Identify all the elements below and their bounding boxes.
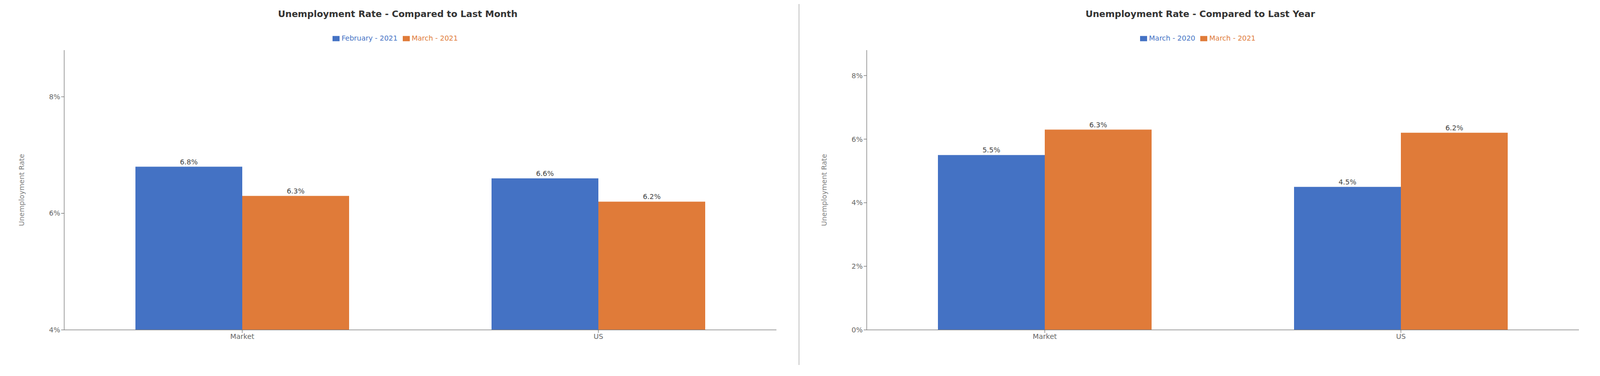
svg-text:6.3%: 6.3%	[286, 187, 305, 196]
svg-text:2%: 2%	[851, 262, 863, 271]
svg-text:4.5%: 4.5%	[1338, 178, 1357, 187]
svg-text:6.8%: 6.8%	[180, 157, 199, 167]
svg-text:US: US	[593, 332, 603, 341]
html-text:Unemployment Rate - Compared t: Unemployment Rate - Compared to Last Yea…	[1085, 8, 1316, 20]
svg-text:Market: Market	[1032, 332, 1058, 341]
svg-text:8%: 8%	[49, 92, 61, 101]
html-text:Unemployment Rate - Compared t: Unemployment Rate - Compared to Last Mon…	[277, 8, 518, 20]
html-text:February - 2021: February - 2021	[341, 34, 398, 43]
svg-text:0%: 0%	[851, 326, 863, 335]
svg-text:6.2%: 6.2%	[1445, 123, 1464, 132]
svg-text:6%: 6%	[851, 135, 863, 144]
html-text:March - 2021: March - 2021	[1209, 34, 1256, 43]
svg-text:4%: 4%	[49, 326, 61, 335]
svg-text:6.3%: 6.3%	[1089, 120, 1108, 129]
svg-text:US: US	[1395, 332, 1406, 341]
svg-text:Unemployment Rate: Unemployment Rate	[820, 153, 829, 227]
svg-text:6.2%: 6.2%	[643, 192, 662, 201]
svg-text:Market: Market	[230, 332, 255, 341]
svg-text:6%: 6%	[49, 209, 61, 218]
svg-text:Unemployment Rate: Unemployment Rate	[17, 153, 26, 227]
html-text:March - 2021: March - 2021	[411, 34, 458, 43]
svg-text:6.6%: 6.6%	[536, 169, 555, 178]
svg-text:5.5%: 5.5%	[982, 145, 1001, 154]
html-text:March - 2020: March - 2020	[1148, 34, 1196, 43]
svg-text:8%: 8%	[851, 71, 863, 80]
svg-text:4%: 4%	[851, 198, 863, 207]
